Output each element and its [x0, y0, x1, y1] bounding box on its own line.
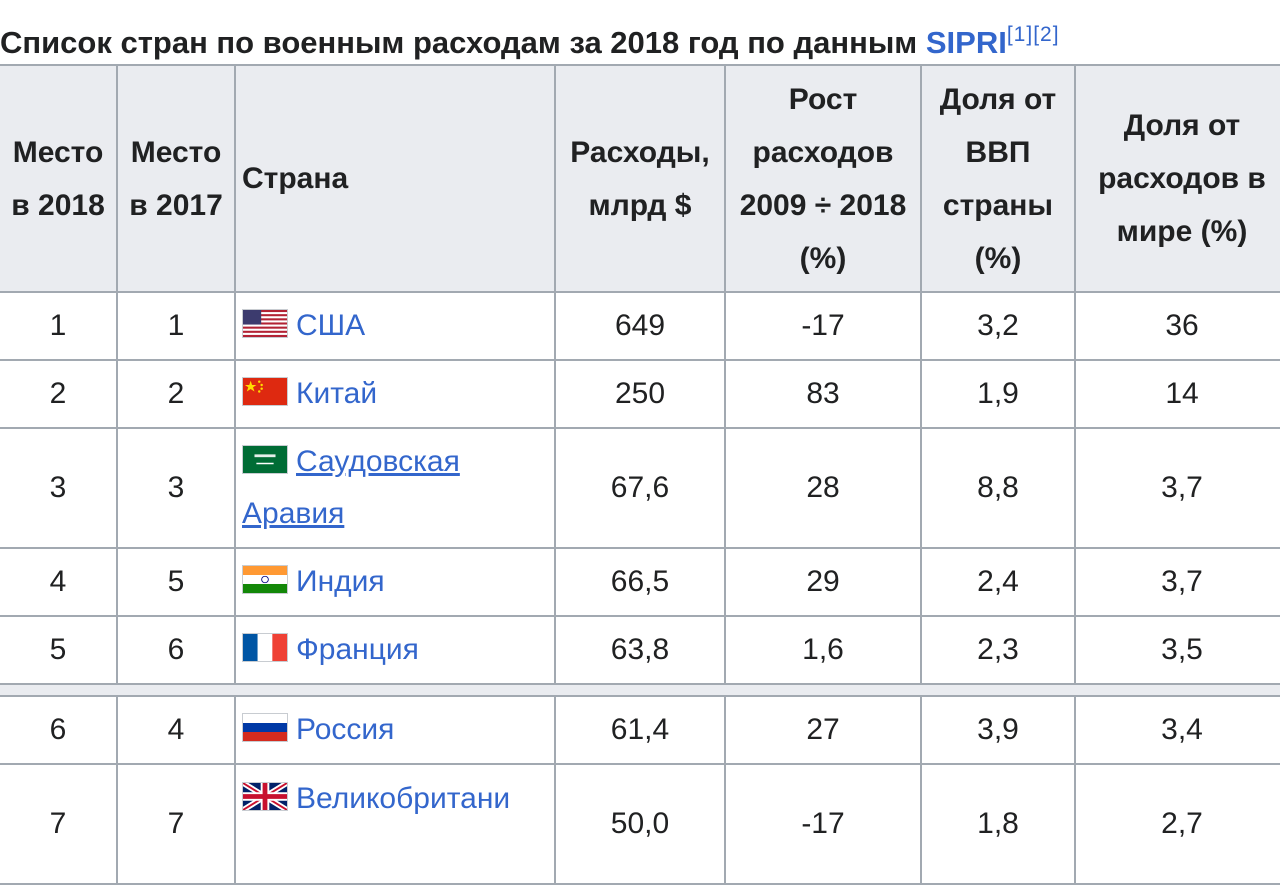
country-link[interactable]: Индия [296, 565, 385, 598]
table-row: 5 6 Франция 63,8 1,6 2,3 3,5 [0, 615, 1280, 685]
uk-flag-icon [242, 782, 288, 811]
country-cell: США [234, 291, 556, 361]
rank-2017-cell: 3 [116, 427, 236, 549]
rank-2017-cell: 2 [116, 359, 236, 429]
spending-cell: 66,5 [554, 547, 726, 617]
country-link[interactable]: США [296, 309, 366, 342]
gdp-share-cell: 3,2 [920, 291, 1076, 361]
world-share-cell: 3,7 [1074, 427, 1280, 549]
gdp-share-cell: 8,8 [920, 427, 1076, 549]
spending-cell: 649 [554, 291, 726, 361]
saudi-arabia-flag-icon [242, 445, 288, 474]
gdp-share-cell: 2,4 [920, 547, 1076, 617]
rank-2017-cell: 1 [116, 291, 236, 361]
header-rank-2017[interactable]: Место в 2017 [116, 64, 236, 293]
gdp-share-cell: 1,9 [920, 359, 1076, 429]
growth-cell: -17 [724, 291, 922, 361]
growth-cell: 28 [724, 427, 922, 549]
world-share-cell: 3,5 [1074, 615, 1280, 685]
country-cell: Франция [234, 615, 556, 685]
world-share-cell: 3,7 [1074, 547, 1280, 617]
rank-2017-cell: 4 [116, 695, 236, 765]
table-caption: Список стран по военным расходам за 2018… [0, 6, 1280, 64]
gdp-share-cell: 2,3 [920, 615, 1076, 685]
divider-cell [0, 684, 1280, 696]
header-rank-2018[interactable]: Место в 2018 [0, 64, 118, 293]
spending-cell: 67,6 [554, 427, 726, 549]
spending-cell: 50,0 [554, 763, 726, 885]
header-growth[interactable]: Рост расходов 2009 ÷ 2018 (%) [724, 64, 922, 293]
header-row: Место в 2018 Место в 2017 Страна Расходы… [0, 64, 1280, 293]
rank-2018-cell: 7 [0, 763, 118, 885]
india-flag-icon [242, 565, 288, 594]
spending-cell: 61,4 [554, 695, 726, 765]
growth-cell: -17 [724, 763, 922, 885]
country-cell: Индия [234, 547, 556, 617]
country-cell: Великобритани [234, 763, 556, 885]
table-row: 7 7 Великобритани 50,0 -17 1,8 2,7 [0, 763, 1280, 885]
caption-text: Список стран по военным расходам за 2018… [0, 25, 918, 60]
growth-cell: 29 [724, 547, 922, 617]
gdp-share-cell: 1,8 [920, 763, 1076, 885]
world-share-cell: 2,7 [1074, 763, 1280, 885]
table-row: 3 3 Саудовская Аравия 67,6 28 8,8 3,7 [0, 427, 1280, 549]
rank-2017-cell: 6 [116, 615, 236, 685]
rank-2017-cell: 7 [116, 763, 236, 885]
header-spending[interactable]: Расходы, млрд $ [554, 64, 726, 293]
sipri-link[interactable]: SIPRI [925, 25, 1007, 60]
header-gdp-share[interactable]: Доля от ВВП страны (%) [920, 64, 1076, 293]
table-row: 1 1 США 649 -17 3,2 36 [0, 291, 1280, 361]
rank-2018-cell: 2 [0, 359, 118, 429]
france-flag-icon [242, 633, 288, 662]
china-flag-icon [242, 377, 288, 406]
country-cell: Саудовская Аравия [234, 427, 556, 549]
growth-cell: 27 [724, 695, 922, 765]
rank-2018-cell: 5 [0, 615, 118, 685]
spending-cell: 250 [554, 359, 726, 429]
military-spending-table: Место в 2018 Место в 2017 Страна Расходы… [0, 64, 1280, 885]
russia-flag-icon [242, 713, 288, 742]
world-share-cell: 3,4 [1074, 695, 1280, 765]
country-link[interactable]: Китай [296, 377, 378, 410]
reference-links[interactable]: [1][2] [1006, 23, 1060, 46]
table-row: 2 2 Китай 250 83 1,9 14 [0, 359, 1280, 429]
growth-cell: 1,6 [724, 615, 922, 685]
table-row: 6 4 Россия 61,4 27 3,9 3,4 [0, 695, 1280, 765]
country-link[interactable]: Великобритани [296, 782, 511, 815]
header-country[interactable]: Страна [234, 64, 556, 293]
growth-cell: 83 [724, 359, 922, 429]
usa-flag-icon [242, 309, 288, 338]
spending-cell: 63,8 [554, 615, 726, 685]
section-divider [0, 684, 1280, 696]
country-link[interactable]: Россия [296, 713, 395, 746]
world-share-cell: 36 [1074, 291, 1280, 361]
country-link[interactable]: Саудовская Аравия [242, 445, 460, 530]
rank-2018-cell: 1 [0, 291, 118, 361]
rank-2018-cell: 6 [0, 695, 118, 765]
country-link[interactable]: Франция [296, 633, 419, 666]
gdp-share-cell: 3,9 [920, 695, 1076, 765]
rank-2018-cell: 4 [0, 547, 118, 617]
header-world-share[interactable]: Доля от расходов в мире (%) [1074, 64, 1280, 293]
table-row: 4 5 Индия 66,5 29 2,4 3,7 [0, 547, 1280, 617]
world-share-cell: 14 [1074, 359, 1280, 429]
country-cell: Китай [234, 359, 556, 429]
country-cell: Россия [234, 695, 556, 765]
rank-2018-cell: 3 [0, 427, 118, 549]
rank-2017-cell: 5 [116, 547, 236, 617]
